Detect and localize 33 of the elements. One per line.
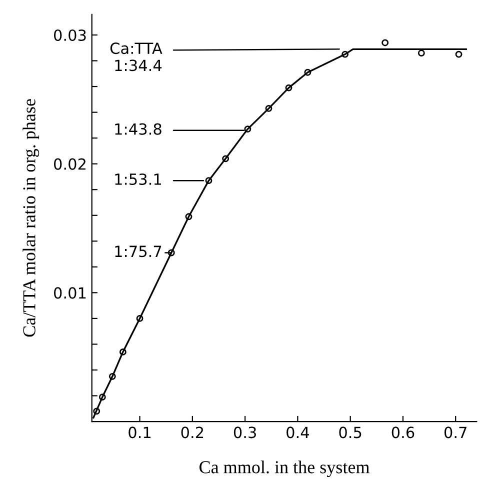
point	[136, 314, 144, 322]
point	[168, 249, 175, 256]
annotation: 1:43.8	[115, 123, 162, 135]
x-tick-label: 0.4	[286, 426, 309, 438]
annotation: Ca:TTA 1:34.4	[110, 42, 162, 72]
point	[304, 68, 312, 76]
point	[185, 213, 192, 220]
x-tick-label: 0.2	[181, 426, 204, 438]
point	[342, 50, 349, 58]
point	[455, 50, 462, 58]
point	[418, 50, 425, 56]
y-tick-label: 0.01	[54, 287, 86, 299]
point	[285, 84, 292, 92]
y-tick-label: 0.02	[54, 158, 86, 170]
x-tick-label: 0.5	[339, 426, 362, 438]
point	[382, 39, 389, 46]
x-tick-label: 0.1	[128, 426, 151, 438]
x-tick-label: 0.7	[444, 426, 466, 438]
y-tick-label: 0.03	[54, 29, 86, 42]
x-axis-title: Ca mmol. in the system	[200, 460, 370, 478]
point	[222, 155, 230, 162]
y-axis-title: Ca/TTA molar ratio in org. phase	[22, 99, 40, 337]
x-tick-label: 0.3	[234, 426, 256, 438]
point	[108, 372, 116, 380]
point	[205, 177, 212, 184]
point	[119, 348, 126, 356]
x-tick-label: 0.6	[392, 426, 414, 438]
point	[265, 104, 272, 112]
point	[98, 394, 106, 401]
annotation: 1:53.1	[115, 173, 161, 186]
point	[244, 126, 252, 133]
point	[93, 408, 100, 415]
annotation: 1:75.7	[115, 246, 162, 258]
